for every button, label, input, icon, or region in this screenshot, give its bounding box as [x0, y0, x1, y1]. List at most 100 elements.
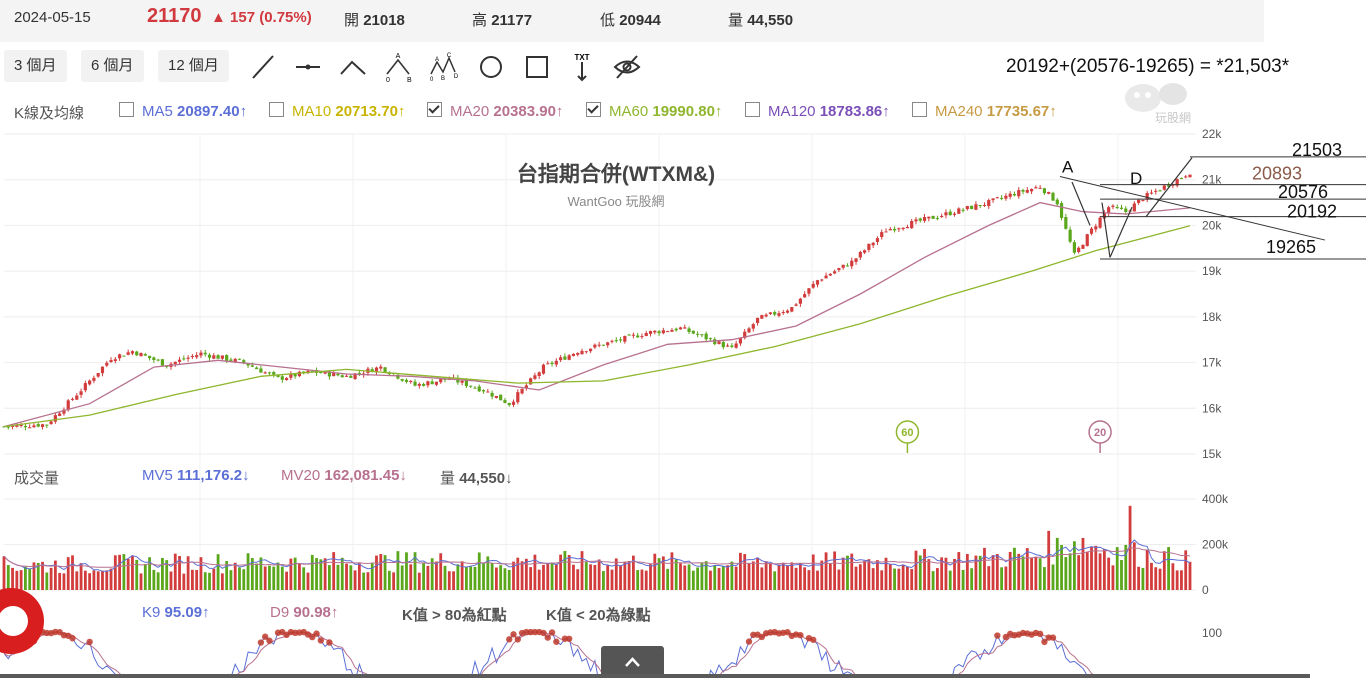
- candle-body: [1188, 174, 1192, 178]
- candle-body: [1119, 207, 1124, 209]
- volume-bar: [717, 568, 721, 590]
- candle-body: [1166, 185, 1171, 187]
- horizontal-line-icon[interactable]: [293, 52, 323, 82]
- hide-drawings-icon[interactable]: [612, 52, 642, 82]
- volume-bar: [203, 572, 207, 590]
- candle-body: [584, 351, 588, 353]
- kd-red-dot: [1049, 634, 1057, 641]
- candle-body: [203, 352, 207, 355]
- volume-bar: [743, 554, 747, 590]
- ma10-toggle[interactable]: MA10 20713.70↑: [269, 102, 405, 120]
- candle-body: [237, 358, 242, 360]
- ma20-toggle[interactable]: MA20 20383.90↑: [427, 102, 563, 120]
- candle-body: [152, 357, 156, 360]
- trend-line: [1059, 176, 1326, 241]
- candle-body: [576, 353, 580, 355]
- logo-text: 玩股網: [1155, 111, 1191, 125]
- candle-body: [631, 334, 635, 336]
- level-label: 21503: [1292, 140, 1342, 160]
- candle-body: [854, 258, 858, 262]
- candle-body: [554, 360, 558, 365]
- circle-tool-icon[interactable]: [476, 52, 506, 82]
- candle-body: [250, 365, 254, 367]
- kd-red-dots: [17, 628, 1057, 646]
- ma240-checkbox[interactable]: [912, 102, 927, 117]
- candle-body: [105, 362, 109, 366]
- candle-body: [614, 340, 618, 342]
- volume-bar: [152, 569, 156, 590]
- volume-bar: [405, 552, 408, 590]
- volume-bar: [1141, 568, 1145, 590]
- quote-bar: 2024-05-15 21170 ▲ 157 (0.75%) 開 21018 高…: [0, 0, 1264, 42]
- candle-body: [965, 206, 969, 210]
- volume-bar: [1060, 545, 1063, 590]
- wave-line: [1109, 206, 1133, 258]
- volume-bar: [486, 556, 490, 590]
- mv5-label: MV5: [142, 467, 173, 484]
- candle-body: [867, 243, 871, 250]
- candle-body: [396, 374, 400, 379]
- ma5-toggle[interactable]: MA5 20897.40↑: [119, 102, 247, 120]
- ma120-checkbox[interactable]: [745, 102, 760, 117]
- candle-body: [430, 381, 434, 385]
- candle-body: [75, 395, 79, 400]
- volume-bar: [824, 552, 828, 590]
- rectangle-tool-icon[interactable]: [522, 52, 552, 82]
- candle-body: [588, 348, 593, 352]
- candle-body: [653, 330, 657, 333]
- volume-bar: [683, 565, 687, 590]
- volume-bar: [1047, 530, 1051, 590]
- kd-red-dot: [266, 637, 273, 644]
- volume-bar: [773, 571, 777, 590]
- volume-bar: [661, 556, 665, 590]
- price-change: ▲ 157 (0.75%): [211, 9, 312, 26]
- candle-body: [66, 400, 70, 411]
- candle-body: [948, 211, 952, 216]
- ma120-toggle[interactable]: MA120 18783.86↑: [745, 102, 890, 120]
- candle-body: [970, 205, 974, 210]
- candle-body: [725, 345, 730, 347]
- volume-bar: [1077, 555, 1081, 590]
- abcd-pattern-icon[interactable]: A 0 B: [383, 52, 413, 82]
- candle-body: [961, 209, 965, 211]
- kd-red-dot: [745, 638, 753, 645]
- ma240-toggle[interactable]: MA240 17735.67↑: [912, 102, 1057, 120]
- ma5-checkbox[interactable]: [119, 102, 134, 117]
- candle-body: [1132, 203, 1136, 212]
- volume-bar: [572, 564, 575, 590]
- range-3m-button[interactable]: 3 個月: [4, 50, 67, 82]
- ma60-toggle[interactable]: MA60 19990.80↑: [586, 102, 722, 120]
- range-6m-button[interactable]: 6 個月: [81, 50, 144, 82]
- range-12m-button[interactable]: 12 個月: [158, 50, 229, 82]
- kd-red-dot: [257, 639, 265, 646]
- ma10-checkbox[interactable]: [269, 102, 284, 117]
- volume-bar: [443, 565, 447, 590]
- volume-bar: [45, 572, 49, 590]
- candle-body: [186, 357, 190, 359]
- candle-body: [1111, 205, 1115, 207]
- polyline-icon[interactable]: [338, 52, 368, 82]
- kd-red-dot: [540, 629, 547, 637]
- xabcd-pattern-icon[interactable]: C A D B 0: [428, 52, 458, 82]
- candle-body: [400, 379, 404, 381]
- candle-body: [1162, 185, 1166, 190]
- volume-bar: [1064, 557, 1068, 590]
- candle-body: [353, 373, 357, 379]
- line-tool-icon[interactable]: [248, 52, 278, 82]
- candle-body: [190, 356, 194, 358]
- volume-bars: [2, 505, 1192, 590]
- volume-bar: [935, 568, 939, 590]
- candle-body: [1149, 192, 1154, 194]
- volume-bar: [328, 565, 331, 590]
- bottom-scrollbar[interactable]: [0, 674, 1310, 678]
- candle-body: [760, 315, 764, 319]
- volume-bar: [1055, 537, 1059, 590]
- scroll-top-button[interactable]: [601, 646, 664, 678]
- text-tool-icon[interactable]: TXT: [567, 52, 597, 82]
- ma60-checkbox[interactable]: [586, 102, 601, 117]
- candle-body: [1000, 197, 1004, 199]
- volume-bar: [884, 557, 888, 590]
- ma20-checkbox[interactable]: [427, 102, 442, 117]
- candle-body: [23, 425, 28, 428]
- volume-bar: [426, 565, 430, 590]
